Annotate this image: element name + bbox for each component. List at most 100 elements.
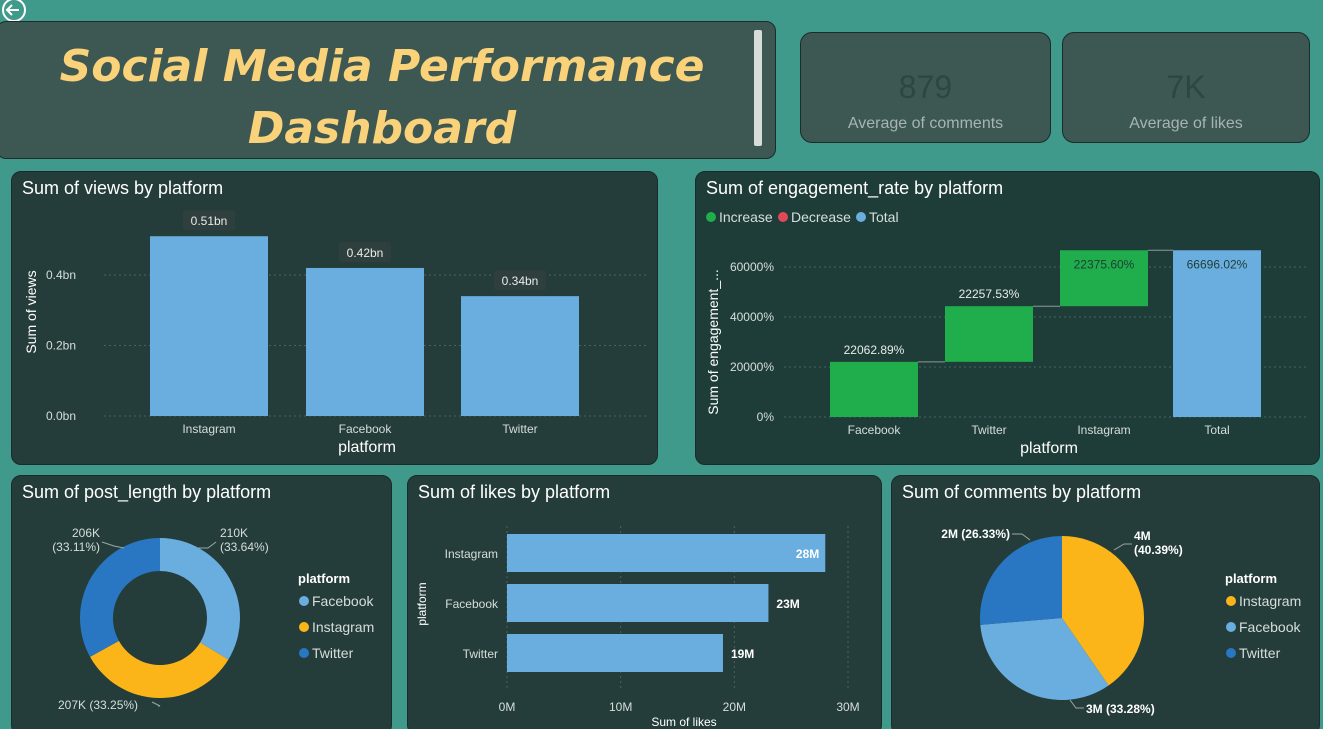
kpi-card-comments: 879 Average of comments xyxy=(800,32,1051,143)
comments-pie-chart: 4M(40.39%) 3M (33.28%) 2M (26.33%) platform… xyxy=(941,527,1301,716)
views-chart-panel: Sum of views by platform 0.0bn 0.2bn 0.4bn… xyxy=(11,171,658,465)
waterfall-bar xyxy=(830,361,918,417)
x-tick-label: 20M xyxy=(723,700,746,714)
data-label-bg xyxy=(339,241,391,262)
y-tick-label: 40000% xyxy=(730,310,774,324)
y-axis-label: platform xyxy=(415,582,429,625)
x-tick-label: Twitter xyxy=(502,422,537,436)
legend-label: Facebook xyxy=(1239,619,1301,635)
y-tick-label: 0% xyxy=(757,410,775,424)
x-tick-label: 30M xyxy=(836,700,859,714)
kpi-card-likes: 7K Average of likes xyxy=(1062,32,1310,143)
chart-title: Sum of likes by platform xyxy=(418,482,611,502)
dashboard-title-line2: Dashboard xyxy=(247,103,517,154)
kpi-label: Average of comments xyxy=(847,115,1004,132)
pie-slice xyxy=(1062,536,1144,686)
chart-title: Sum of engagement_rate by platform xyxy=(706,178,1004,198)
legend-label: Decrease xyxy=(791,209,851,225)
legend-marker xyxy=(706,212,716,222)
y-tick-label: 0.4bn xyxy=(46,268,76,282)
y-tick-label: Twitter xyxy=(463,647,498,661)
x-axis-label: platform xyxy=(338,439,396,456)
x-tick-label: Facebook xyxy=(339,422,393,436)
donut-slice xyxy=(160,538,240,660)
chart-title: Sum of views by platform xyxy=(22,178,224,198)
y-tick-label: Instagram xyxy=(445,547,498,561)
kpi-value: 7K xyxy=(1166,69,1206,105)
leader-line xyxy=(1012,533,1031,541)
y-tick-label: Facebook xyxy=(445,597,499,611)
legend-label: Twitter xyxy=(1239,645,1281,661)
data-label: (33.11%) xyxy=(52,540,100,554)
dashboard-title-line1: Social Media Performance xyxy=(59,41,705,92)
kpi-label: Average of likes xyxy=(1129,115,1243,132)
legend-marker xyxy=(856,212,866,222)
legend-marker xyxy=(1226,596,1236,606)
y-tick-label: 0.0bn xyxy=(46,409,76,423)
legend-title: platform xyxy=(1225,571,1277,586)
waterfall-bar xyxy=(1173,250,1261,417)
legend-marker xyxy=(299,596,309,606)
legend-label: Facebook xyxy=(312,593,374,609)
legend-title: platform xyxy=(298,571,350,586)
data-label: 22375.60% xyxy=(1074,257,1135,271)
data-label: 207K (33.25%) xyxy=(58,698,138,712)
legend-label: Instagram xyxy=(1239,593,1301,609)
data-label: 66696.02% xyxy=(1187,257,1248,271)
title-scrollbar[interactable] xyxy=(754,30,762,146)
bar xyxy=(507,634,723,672)
data-label: 28M xyxy=(796,547,819,561)
x-tick-label: Twitter xyxy=(971,423,1006,437)
y-tick-label: 60000% xyxy=(730,260,774,274)
legend-label: Instagram xyxy=(312,619,374,635)
likes-bar-chart: 0M 10M 20M 30M Instagram 28M Facebook 23M Twitte… xyxy=(415,526,860,729)
data-label: 19M xyxy=(731,647,754,661)
leader-line xyxy=(151,701,161,707)
likes-chart-panel: Sum of likes by platform 0M 10M 20M 30M Inst… xyxy=(407,475,882,729)
legend-marker xyxy=(778,212,788,222)
waterfall-bar xyxy=(1060,250,1148,307)
x-tick-label: 0M xyxy=(499,700,516,714)
y-tick-label: 20000% xyxy=(730,360,774,374)
post-length-donut-chart: 210K(33.64%) 207K (33.25%) 206K(33.11%) pla… xyxy=(52,526,374,712)
bar xyxy=(461,296,579,416)
title-panel: Social Media Performance Dashboard xyxy=(0,21,776,159)
leader-line xyxy=(101,541,125,549)
data-label: 0.51bn xyxy=(191,214,228,228)
data-label: 4M xyxy=(1134,529,1151,543)
waterfall-bar xyxy=(945,306,1033,362)
bar xyxy=(306,267,424,416)
pie-slice xyxy=(980,536,1062,625)
views-bar-chart: 0.0bn 0.2bn 0.4bn 0.51bn Instagram 0.42bn Face… xyxy=(23,210,647,456)
leader-line xyxy=(198,541,217,549)
data-label-bg xyxy=(494,270,546,291)
bar xyxy=(507,534,826,572)
x-axis-label: Sum of likes xyxy=(651,715,716,729)
x-tick-label: Total xyxy=(1204,423,1229,437)
engagement-chart-panel: Sum of engagement_rate by platform Incre… xyxy=(695,171,1320,465)
leader-line xyxy=(1113,543,1132,551)
data-label: 0.34bn xyxy=(502,274,539,288)
x-axis-label: platform xyxy=(1020,440,1078,457)
legend-label: Twitter xyxy=(312,645,354,661)
y-axis-label: Sum of views xyxy=(23,270,39,353)
x-tick-label: 10M xyxy=(609,700,632,714)
x-tick-label: Instagram xyxy=(1077,423,1130,437)
data-label: 206K xyxy=(72,526,100,540)
bar xyxy=(150,236,268,416)
data-label: (40.39%) xyxy=(1134,543,1183,557)
data-label: 23M xyxy=(776,597,799,611)
x-tick-label: Facebook xyxy=(848,423,902,437)
dashboard-title: Social Media Performance Dashboard xyxy=(0,36,767,160)
chart-title: Sum of post_length by platform xyxy=(22,482,272,502)
data-label: 22257.53% xyxy=(959,287,1020,301)
kpi-value: 879 xyxy=(898,69,953,105)
data-label: 3M (33.28%) xyxy=(1086,702,1155,716)
leader-line xyxy=(1069,699,1084,709)
donut-slice xyxy=(80,538,160,657)
legend-marker xyxy=(299,648,309,658)
comments-chart-panel: Sum of comments by platform 4M (40.39%) 3M… xyxy=(891,475,1320,729)
data-label: 0.42bn xyxy=(347,246,384,260)
y-axis-label: Sum of engagement_... xyxy=(705,269,721,415)
data-label: 2M (26.33%) xyxy=(941,527,1010,541)
